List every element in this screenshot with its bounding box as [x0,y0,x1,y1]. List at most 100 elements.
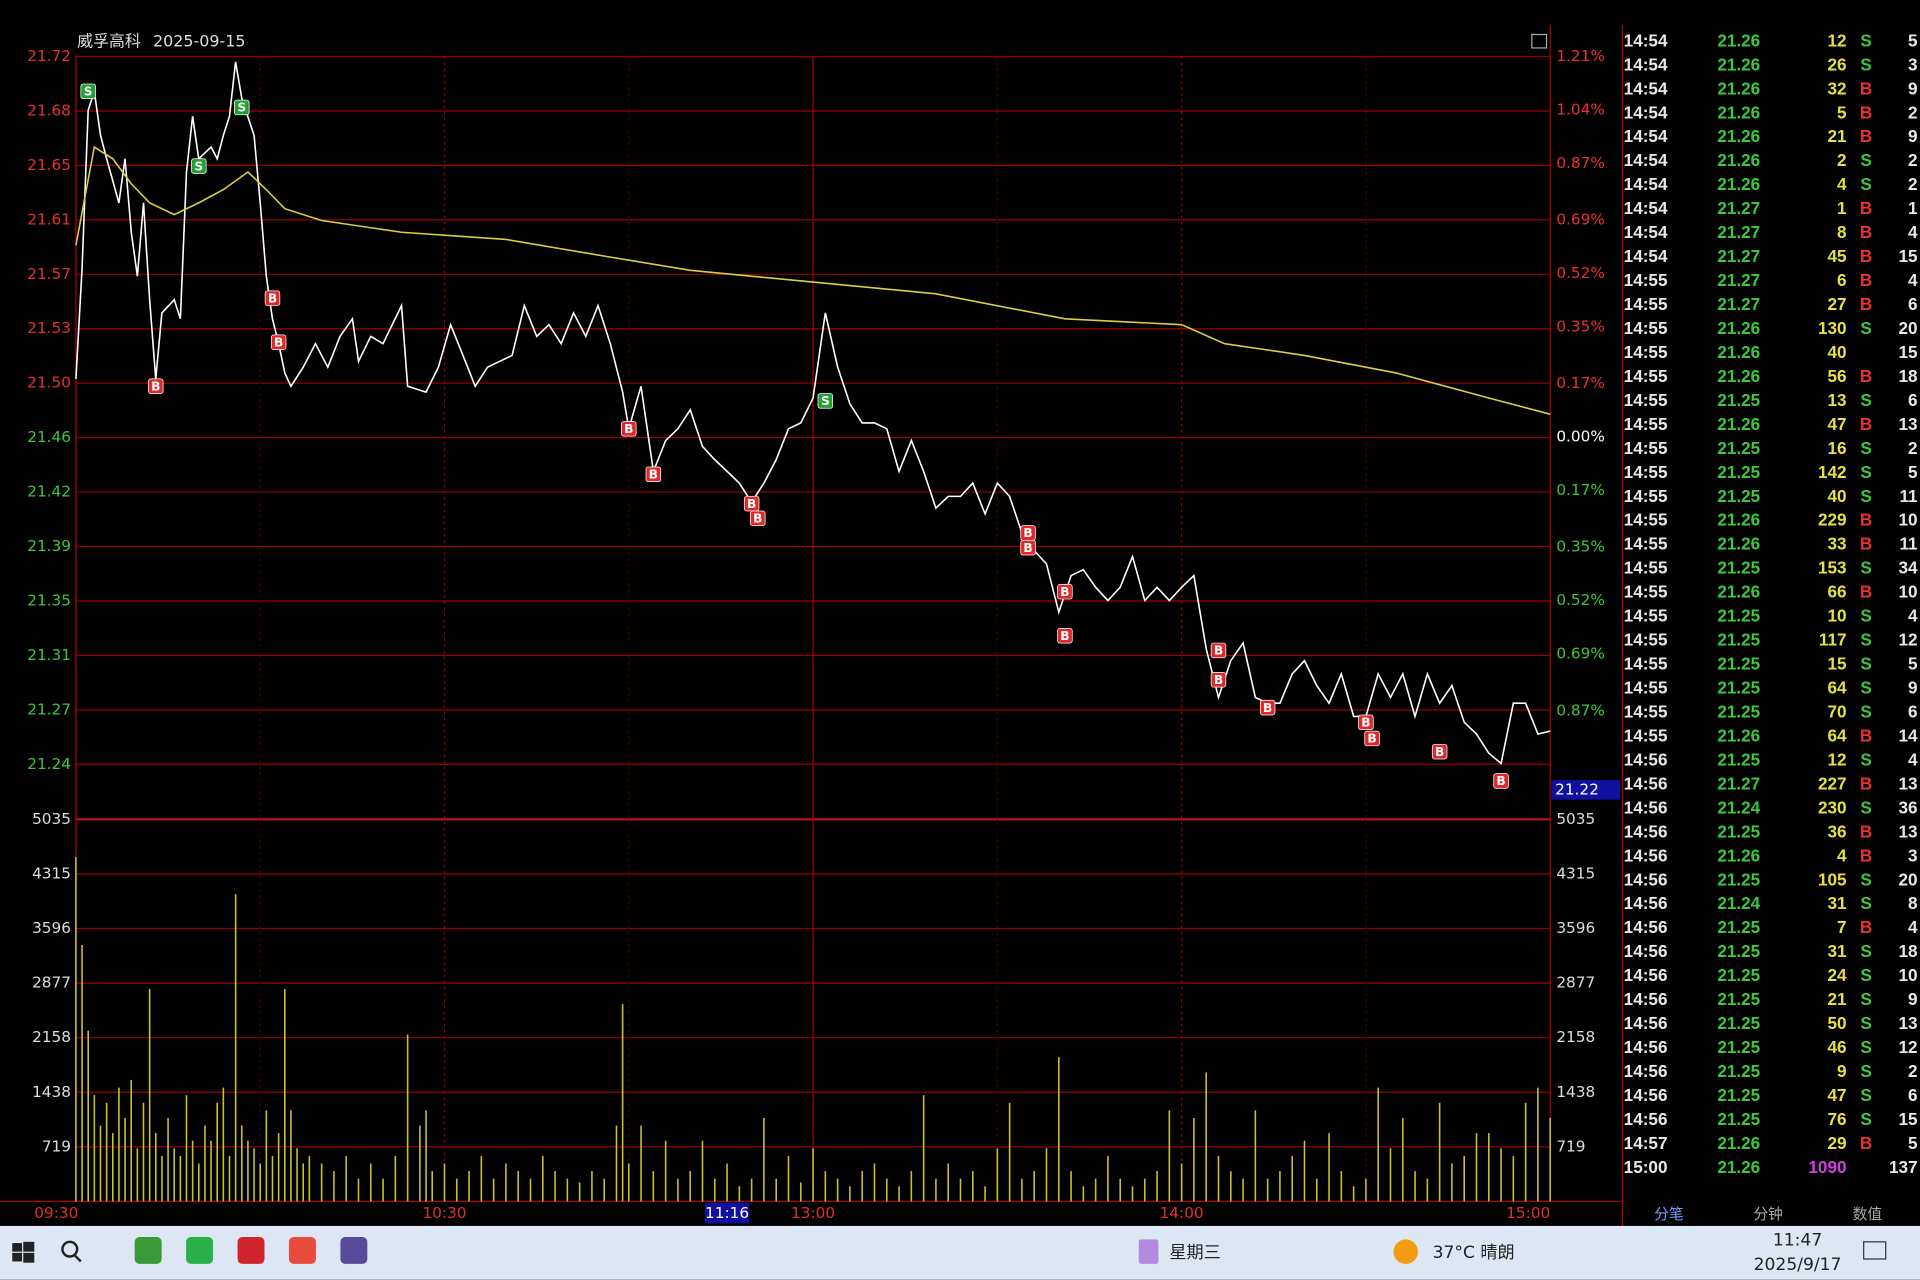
trade-volume: 4 [1837,174,1847,194]
trade-price: 21.25 [1717,917,1760,937]
trade-price: 21.26 [1717,1157,1760,1177]
trade-count: 10 [1898,582,1917,602]
y-tick-label: 21.24 [27,755,71,773]
trade-marker-label: S [84,84,93,98]
trade-price: 21.25 [1717,869,1760,889]
trade-price: 21.27 [1717,246,1760,266]
y2-tick-label: 0.00% [1556,428,1605,446]
trade-volume: 26 [1827,54,1846,74]
trade-count: 2 [1908,174,1918,194]
app-icon[interactable] [186,1236,214,1264]
calendar-icon [1138,1239,1159,1264]
trade-marker [1493,773,1509,789]
trade-time: 14:55 [1624,390,1668,410]
trade-count: 4 [1908,606,1918,626]
trade-price: 21.25 [1717,965,1760,985]
trade-side: B [1860,725,1872,745]
trade-volume: 229 [1818,510,1847,530]
trade-side: S [1860,941,1871,961]
trade-price: 21.25 [1717,558,1760,578]
trade-marker-label: B [753,511,762,525]
trade-volume: 45 [1827,246,1847,266]
trade-marker-label: B [1214,673,1223,687]
trade-time: 14:54 [1624,246,1668,266]
trade-time: 14:55 [1624,438,1668,458]
trade-price: 21.27 [1717,773,1760,793]
trade-marker-label: S [821,394,830,408]
trade-count: 6 [1908,1085,1918,1105]
trade-price: 21.24 [1717,893,1760,913]
trade-side: S [1860,630,1871,650]
trade-count: 13 [1898,821,1917,841]
x-tick-label: 15:00 [1506,1204,1550,1222]
trade-time: 14:56 [1624,845,1668,865]
trade-price: 21.25 [1717,1061,1760,1081]
trade-volume: 40 [1827,486,1846,506]
trade-volume: 47 [1827,1085,1846,1105]
trade-count: 9 [1908,989,1918,1009]
trade-side: B [1860,1133,1872,1153]
app-icon[interactable] [134,1236,162,1264]
trade-price: 21.25 [1717,941,1760,961]
trade-count: 12 [1898,630,1917,650]
trade-price: 21.26 [1717,510,1760,530]
trade-side: S [1860,678,1871,698]
trade-volume: 15 [1827,654,1847,674]
trade-price: 21.26 [1717,318,1760,338]
trade-price: 21.25 [1717,606,1760,626]
trade-side: S [1860,1061,1871,1081]
trade-time: 14:54 [1624,222,1668,242]
trade-marker-label: B [1214,644,1223,658]
trade-side: S [1860,150,1871,170]
trade-time: 14:54 [1624,126,1668,146]
weather-icon [1393,1239,1418,1264]
trade-time: 14:54 [1624,150,1668,170]
notification-button[interactable] [1863,1241,1887,1260]
y-tick-label: 4315 [1556,864,1595,882]
trade-price: 21.25 [1717,1013,1760,1033]
app-icon[interactable] [288,1236,316,1264]
trade-count: 9 [1908,78,1918,98]
trade-time: 14:55 [1624,725,1668,745]
trade-count: 20 [1898,318,1917,338]
y-tick-label: 4315 [32,864,71,882]
trade-side: S [1860,438,1871,458]
start-button[interactable] [12,1241,35,1263]
app-icon[interactable] [340,1236,368,1264]
stock-name: 威孚高科 [77,31,141,50]
trade-volume: 32 [1827,78,1846,98]
trade-time: 14:55 [1624,534,1668,554]
panel-tab[interactable]: 分笔 [1654,1206,1683,1223]
y2-tick-label: 0.35% [1556,538,1605,556]
trade-volume: 46 [1827,1037,1846,1057]
search-button[interactable] [61,1240,82,1263]
panel-toggle[interactable] [1531,33,1548,49]
y-tick-label: 2877 [32,974,71,992]
trade-count: 1 [1908,198,1918,218]
trade-count: 20 [1898,869,1917,889]
trade-side: S [1860,989,1871,1009]
trade-volume: 24 [1827,965,1847,985]
app-icon[interactable] [237,1236,265,1264]
trade-marker-label: S [237,101,246,115]
trade-count: 34 [1898,558,1918,578]
trade-price: 21.26 [1717,102,1760,122]
trade-count: 2 [1908,1061,1918,1081]
trade-time: 14:54 [1624,174,1668,194]
trade-time: 14:55 [1624,366,1668,386]
taskbar-date: 2025/9/17 [1754,1255,1842,1275]
trade-side: B [1860,78,1872,98]
panel-tab[interactable]: 分钟 [1753,1206,1782,1223]
trade-marker-label: S [194,159,203,173]
trade-time: 14:54 [1624,54,1668,74]
trade-count: 13 [1898,773,1917,793]
trade-time: 14:55 [1624,486,1668,506]
trade-price: 21.27 [1717,294,1760,314]
trade-marker-label: B [1060,629,1069,643]
trade-volume: 4 [1837,845,1847,865]
trade-time: 14:55 [1624,318,1668,338]
trade-time: 14:55 [1624,558,1668,578]
panel-tab[interactable]: 数值 [1853,1206,1883,1223]
trade-marker [191,158,207,174]
